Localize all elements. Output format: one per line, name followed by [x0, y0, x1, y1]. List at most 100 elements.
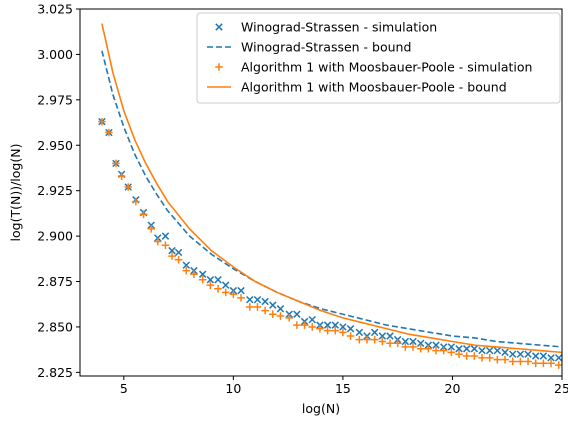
data-point	[246, 295, 254, 304]
plot-frame	[79, 8, 563, 377]
data-point	[221, 281, 230, 289]
series-3	[101, 23, 562, 354]
data-point	[253, 295, 262, 304]
data-point	[206, 281, 215, 289]
data-point	[261, 297, 269, 306]
legend-item: Winograd-Strassen - bound	[207, 40, 411, 55]
data-point	[221, 288, 230, 297]
data-point	[501, 355, 509, 364]
x-tick-label: 5	[120, 381, 128, 396]
data-point	[293, 321, 301, 329]
data-point	[182, 261, 190, 269]
data-point	[493, 346, 502, 355]
data-point	[370, 328, 379, 337]
data-point	[370, 335, 379, 344]
data-point	[323, 321, 332, 329]
data-point	[508, 350, 517, 358]
data-point	[547, 354, 555, 362]
data-point	[455, 350, 463, 358]
data-point	[432, 346, 440, 355]
data-point	[432, 341, 440, 349]
data-point	[339, 323, 347, 331]
x-tick-label: 10	[225, 381, 241, 396]
y-axis-label: log(T(N))/log(N)	[8, 144, 23, 242]
data-point	[316, 324, 324, 333]
data-point	[493, 355, 502, 364]
data-point	[455, 345, 463, 353]
x-axis: 5 10 15 20 25	[120, 376, 568, 396]
data-point	[198, 270, 207, 278]
data-point	[276, 312, 285, 320]
data-point	[153, 237, 162, 246]
y-tick-label: 2.825	[37, 365, 73, 380]
data-point	[485, 354, 494, 362]
data-point	[269, 301, 277, 309]
data-point	[462, 352, 471, 360]
legend-label: Algorithm 1 with Moosbauer-Poole - simul…	[241, 60, 532, 75]
series-line-3	[101, 23, 562, 354]
data-point	[237, 286, 245, 295]
legend-label: Winograd-Strassen - simulation	[241, 20, 437, 35]
series-2	[98, 117, 562, 369]
data-point	[393, 339, 402, 348]
x-axis-label: log(N)	[302, 401, 340, 416]
data-point	[132, 197, 140, 206]
data-point	[355, 335, 364, 344]
data-point	[386, 332, 394, 340]
data-point	[285, 314, 294, 322]
data-point	[524, 350, 532, 358]
data-point	[261, 306, 269, 315]
data-point	[531, 352, 540, 360]
data-point	[308, 315, 316, 324]
data-point	[174, 255, 183, 264]
data-point	[105, 128, 113, 137]
data-point	[501, 348, 509, 357]
data-point	[276, 305, 285, 313]
data-point	[198, 275, 207, 284]
data-point	[331, 326, 340, 335]
data-point	[424, 344, 433, 353]
data-point	[182, 266, 191, 275]
data-point	[470, 345, 479, 353]
data-point	[161, 232, 170, 240]
data-point	[401, 343, 410, 351]
y-tick-label: 2.850	[37, 319, 73, 334]
data-point	[409, 343, 417, 351]
data-point	[554, 361, 562, 369]
data-point	[98, 117, 106, 126]
data-point	[554, 354, 562, 362]
data-point	[331, 321, 339, 329]
data-point	[147, 225, 156, 233]
data-point	[269, 310, 277, 319]
x-tick-label: 15	[335, 381, 351, 396]
data-point	[174, 248, 183, 257]
data-point	[346, 332, 355, 340]
y-tick-label: 3.000	[37, 47, 73, 62]
data-point	[478, 346, 486, 355]
data-point	[516, 350, 525, 358]
data-point	[139, 210, 148, 219]
x-tick-label: 25	[554, 381, 568, 396]
legend: Winograd-Strassen - simulation Winograd-S…	[196, 12, 561, 104]
data-point	[401, 337, 410, 346]
legend-box	[196, 12, 561, 104]
data-point	[363, 335, 371, 344]
data-point	[245, 303, 254, 311]
data-point	[439, 346, 448, 355]
data-point	[117, 172, 126, 180]
legend-marker-swatch	[215, 23, 223, 31]
data-point	[346, 325, 355, 333]
data-point	[516, 357, 525, 366]
x-tick-label: 20	[445, 381, 461, 396]
data-point	[447, 343, 456, 351]
y-tick-label: 2.950	[37, 138, 73, 153]
legend-marker-swatch	[215, 63, 223, 71]
y-axis: 2.825 2.850 2.875 2.900 2.925 2.950 2.975 3.000…	[37, 2, 80, 380]
legend-label: Algorithm 1 with Moosbauer-Poole - bound	[241, 80, 507, 95]
data-point	[355, 328, 364, 337]
data-point	[470, 352, 479, 360]
data-point	[124, 183, 132, 191]
data-point	[547, 359, 555, 368]
data-point	[214, 284, 222, 293]
